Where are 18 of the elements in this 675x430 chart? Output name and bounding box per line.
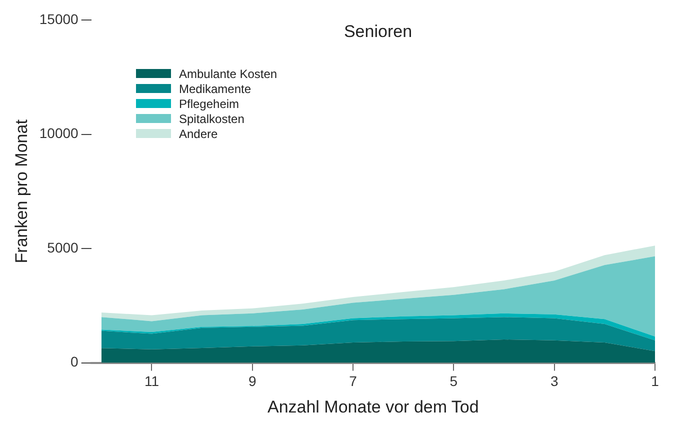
chart-title: Senioren xyxy=(342,22,414,42)
x-axis-title: Anzahl Monate vor dem Tod xyxy=(267,397,479,416)
x-tick-label: 7 xyxy=(349,373,358,390)
legend-label: Spitalkosten xyxy=(179,112,244,126)
x-tick-label: 5 xyxy=(450,373,458,390)
legend-label: Pflegeheim xyxy=(179,96,240,110)
y-tick-label: 0 xyxy=(70,354,79,370)
x-tick-label: 9 xyxy=(248,373,256,390)
y-tick-label: 5000 xyxy=(47,239,79,256)
x-tick-label: 3 xyxy=(550,373,558,390)
y-axis-title: Franken pro Monat xyxy=(12,119,31,264)
x-tick-label: 1 xyxy=(651,373,660,390)
legend-label: Andere xyxy=(179,126,218,140)
y-tick-label: 15000 xyxy=(39,10,79,27)
x-tick-label: 11 xyxy=(144,373,160,390)
legend-label: Medikamente xyxy=(179,82,252,96)
legend-label: Ambulante Kosten xyxy=(179,66,278,80)
y-tick-label: 10000 xyxy=(39,125,79,142)
